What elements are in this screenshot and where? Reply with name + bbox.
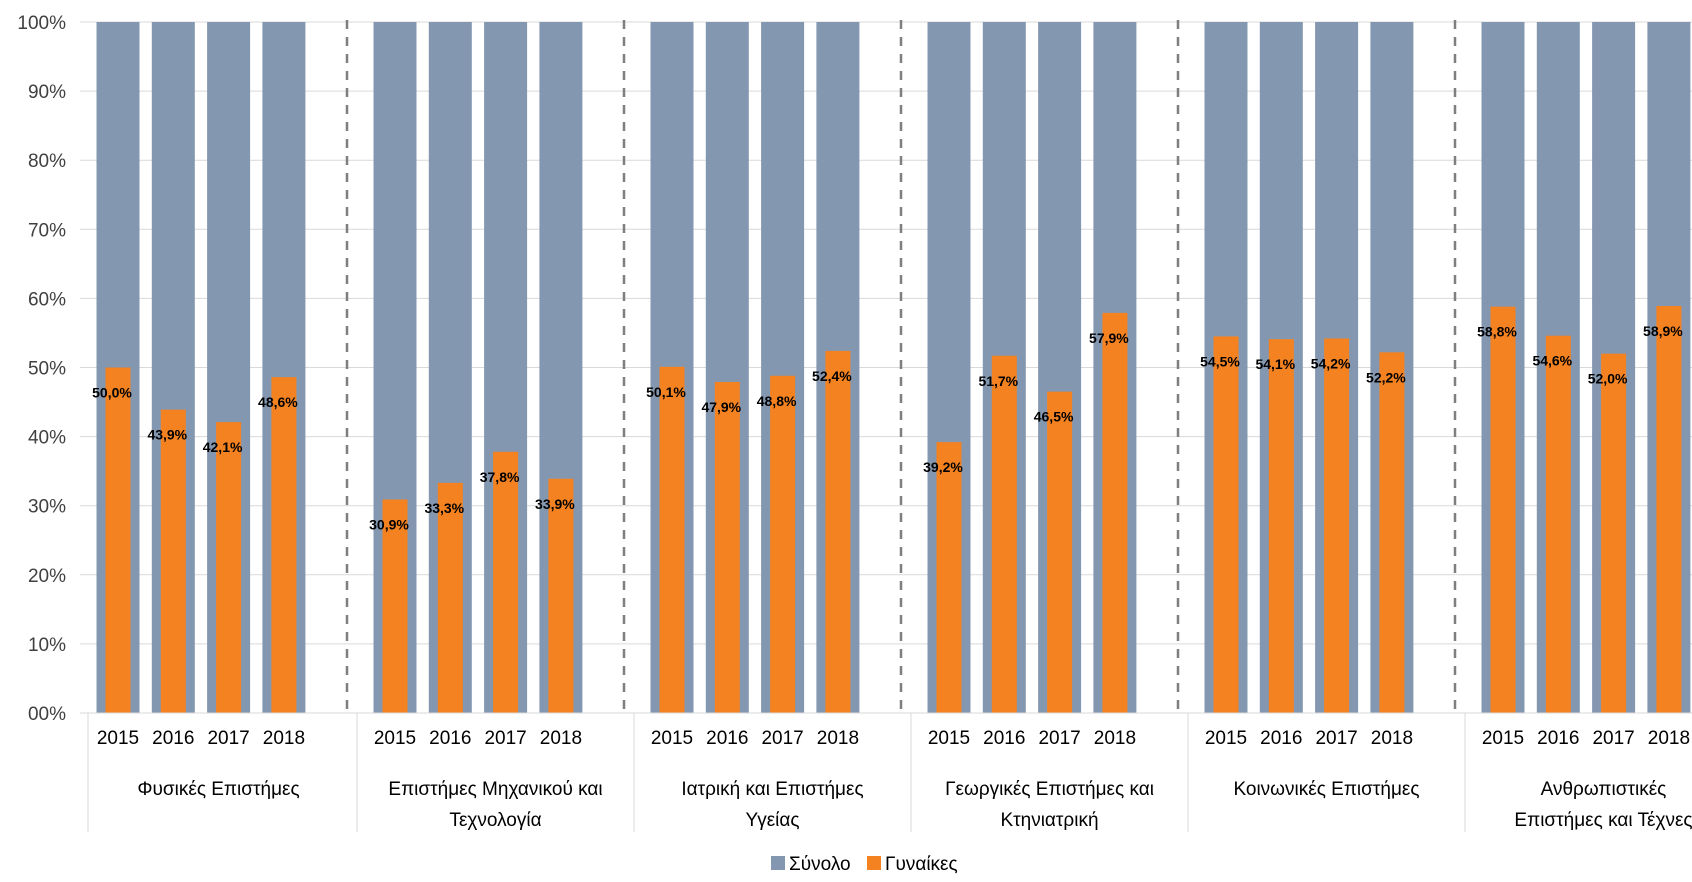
legend-swatch	[771, 856, 785, 870]
x-year-label: 2015	[928, 728, 970, 749]
bar-women	[1545, 335, 1571, 713]
data-label: 48,6%	[258, 394, 298, 410]
x-year-label: 2017	[484, 728, 526, 749]
data-label: 58,8%	[1477, 324, 1517, 340]
x-year-label: 2018	[540, 728, 582, 749]
bar-women	[1656, 306, 1682, 713]
x-year-label: 2016	[429, 728, 471, 749]
bar-women	[1102, 312, 1128, 713]
data-label: 33,3%	[424, 500, 464, 516]
y-tick-label: 80%	[28, 151, 66, 172]
data-label: 54,1%	[1255, 356, 1295, 372]
bar-women	[1601, 353, 1627, 713]
x-category-label: Κοινωνικές Επιστήμες	[1233, 779, 1419, 800]
x-year-label: 2016	[1260, 728, 1302, 749]
x-year-label: 2015	[97, 728, 139, 749]
data-label: 47,9%	[701, 399, 741, 415]
x-year-label: 2016	[1537, 728, 1579, 749]
data-label: 52,0%	[1588, 371, 1628, 387]
x-year-label: 2016	[983, 728, 1025, 749]
x-year-label: 2015	[374, 728, 416, 749]
bar-women	[548, 478, 574, 713]
y-tick-label: 100%	[17, 13, 66, 34]
bar-women	[714, 382, 740, 713]
bar-women	[659, 366, 685, 713]
x-year-label: 2018	[817, 728, 859, 749]
y-tick-label: 10%	[28, 635, 66, 656]
x-year-label: 2018	[1648, 728, 1690, 749]
data-label: 39,2%	[923, 459, 963, 475]
bar-women	[216, 422, 242, 713]
y-tick-label: 90%	[28, 82, 66, 103]
legend-swatch	[867, 856, 881, 870]
y-tick-label: 70%	[28, 220, 66, 241]
bar-women	[382, 499, 408, 713]
x-category-label: Επιστήμες Μηχανικού και	[388, 779, 602, 800]
data-label: 30,9%	[369, 516, 409, 532]
bar-women	[1047, 391, 1073, 713]
y-tick-label: 60%	[28, 289, 66, 310]
data-label: 50,0%	[92, 385, 132, 401]
bar-women	[991, 355, 1017, 713]
data-label: 42,1%	[203, 439, 243, 455]
y-tick-label: 00%	[28, 704, 66, 725]
data-label: 51,7%	[978, 373, 1018, 389]
x-year-label: 2016	[152, 728, 194, 749]
data-label: 48,8%	[757, 393, 797, 409]
bar-women	[936, 442, 962, 713]
x-year-label: 2017	[1038, 728, 1080, 749]
x-category-label: Ιατρική και Επιστήμες	[681, 779, 863, 800]
y-tick-label: 20%	[28, 566, 66, 587]
x-category-label: Κτηνιατρική	[1000, 810, 1098, 831]
bar-women	[105, 367, 131, 713]
data-label: 54,2%	[1311, 355, 1351, 371]
x-year-label: 2016	[706, 728, 748, 749]
x-category-label: Υγείας	[745, 810, 799, 831]
x-year-label: 2015	[651, 728, 693, 749]
bar-women	[437, 482, 463, 713]
bar-women	[1379, 352, 1405, 713]
data-label: 43,9%	[147, 427, 187, 443]
data-label: 58,9%	[1643, 323, 1683, 339]
bar-women	[1268, 339, 1294, 713]
y-tick-label: 40%	[28, 428, 66, 449]
x-year-label: 2015	[1482, 728, 1524, 749]
legend-label: Σύνολο	[789, 854, 851, 875]
bar-women	[1324, 338, 1350, 713]
y-tick-label: 50%	[28, 359, 66, 380]
x-year-label: 2017	[1315, 728, 1357, 749]
x-year-label: 2017	[1592, 728, 1634, 749]
bar-women	[160, 409, 186, 713]
bar-women	[825, 350, 851, 713]
bar-women	[493, 451, 519, 713]
x-year-label: 2018	[1094, 728, 1136, 749]
data-label: 37,8%	[480, 469, 520, 485]
bar-women	[1490, 306, 1516, 713]
bar-women	[1213, 336, 1239, 713]
x-category-label: Ανθρωπιστικές	[1541, 779, 1667, 800]
data-label: 33,9%	[535, 496, 575, 512]
data-label: 52,4%	[812, 368, 852, 384]
legend-label: Γυναίκες	[885, 854, 958, 875]
bar-women	[271, 377, 297, 713]
y-tick-label: 30%	[28, 497, 66, 518]
x-category-label: Φυσικές Επιστήμες	[137, 779, 299, 800]
data-label: 54,5%	[1200, 353, 1240, 369]
data-label: 57,9%	[1089, 330, 1129, 346]
x-year-label: 2017	[761, 728, 803, 749]
x-year-label: 2015	[1205, 728, 1247, 749]
data-label: 54,6%	[1532, 353, 1572, 369]
bar-women	[770, 375, 796, 713]
data-label: 52,2%	[1366, 369, 1406, 385]
x-category-label: Γεωργικές Επιστήμες και	[945, 779, 1154, 800]
x-category-label: Επιστήμες και Τέχνες	[1514, 810, 1692, 831]
x-year-label: 2018	[263, 728, 305, 749]
data-label: 50,1%	[646, 384, 686, 400]
x-year-label: 2018	[1371, 728, 1413, 749]
data-label: 46,5%	[1034, 409, 1074, 425]
x-year-label: 2017	[207, 728, 249, 749]
x-category-label: Τεχνολογία	[449, 810, 541, 831]
